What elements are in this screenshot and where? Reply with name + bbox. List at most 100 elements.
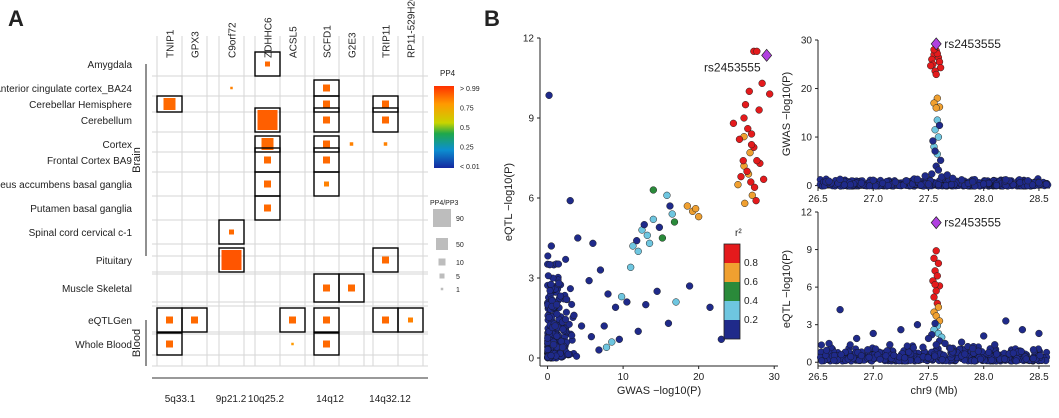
- background-point: [909, 344, 917, 352]
- data-point: [547, 242, 555, 250]
- data-point: [741, 199, 749, 207]
- ratio-key-square: [438, 258, 446, 266]
- cell-box: [313, 307, 340, 333]
- data-point: [546, 261, 554, 269]
- background-point: [544, 252, 552, 260]
- background-point: [559, 325, 567, 333]
- background-point: [903, 342, 911, 350]
- data-point: [585, 277, 593, 285]
- data-point: [753, 157, 761, 165]
- locus-label: 14q12: [316, 394, 344, 405]
- ratio-key-square: [440, 287, 444, 291]
- r2-swatch: [724, 320, 740, 339]
- background-point: [993, 350, 1001, 358]
- ratio-key-label: 10: [456, 260, 464, 267]
- data-point: [643, 231, 651, 239]
- data-point: [615, 335, 623, 343]
- data-point: [559, 343, 567, 351]
- background-point: [544, 272, 552, 280]
- gene-label: RP11-529H20.6: [407, 0, 418, 58]
- background-point: [568, 331, 576, 339]
- data-point: [649, 186, 657, 194]
- background-point: [980, 180, 988, 188]
- data-point: [747, 178, 755, 186]
- data-point: [658, 234, 667, 242]
- cell-box: [156, 95, 183, 113]
- background-point: [872, 345, 880, 353]
- cell-box: [313, 135, 340, 153]
- background-point: [1036, 352, 1044, 360]
- data-point: [729, 119, 738, 127]
- cell-square: [323, 100, 330, 108]
- data-point: [617, 293, 626, 301]
- data-point: [930, 254, 938, 262]
- data-point: [932, 312, 940, 320]
- lead-snp-marker: [930, 37, 942, 51]
- pp4-tick-label: 0.25: [460, 145, 474, 152]
- background-point: [931, 352, 939, 360]
- background-point: [817, 341, 825, 349]
- cell-box: [313, 332, 340, 356]
- x-tick-label: 28.0: [974, 194, 994, 205]
- data-point: [928, 170, 936, 178]
- cell-square: [383, 142, 388, 146]
- cell-square: [382, 100, 389, 108]
- cell-box: [338, 273, 365, 303]
- data-point: [551, 322, 559, 330]
- data-point: [570, 311, 578, 319]
- data-point: [587, 333, 596, 341]
- x-tick-label: 26.5: [808, 194, 828, 205]
- background-point: [544, 346, 552, 354]
- background-point: [884, 181, 892, 189]
- data-point: [596, 266, 605, 274]
- ratio-key-label: 90: [456, 216, 464, 223]
- locus-label: 14q32.12: [369, 394, 411, 405]
- data-point: [969, 344, 977, 353]
- data-point: [869, 329, 877, 338]
- cell-square: [163, 98, 176, 110]
- tissue-labels: Amygdala Anterior cingulate cortex_BA24 Ce…: [0, 60, 132, 351]
- cell-square: [257, 110, 278, 130]
- y-tick-label: 0: [528, 354, 534, 365]
- data-point: [634, 327, 642, 335]
- cell-square: [323, 156, 330, 164]
- y-tick-label: 0: [806, 181, 812, 192]
- cell-square: [265, 61, 270, 67]
- data-point: [934, 133, 943, 141]
- data-point: [741, 101, 750, 109]
- data-point: [935, 121, 944, 130]
- cell-box: [313, 171, 340, 197]
- background-point: [970, 357, 978, 365]
- lead-snp-label: rs2453555: [944, 216, 1001, 230]
- x-tick-label: 28.5: [1029, 194, 1049, 205]
- cell-square: [324, 181, 329, 187]
- gene-label: GPX3: [191, 31, 202, 58]
- cell-square: [264, 156, 271, 164]
- cell-box: [313, 95, 340, 113]
- gene-label: TNIP1: [166, 29, 177, 58]
- data-point: [931, 126, 939, 134]
- cell-box: [313, 107, 340, 133]
- y-tick-label: 12: [801, 208, 813, 219]
- cell-box: [279, 307, 306, 333]
- cell-square: [166, 340, 173, 348]
- background-point: [553, 310, 561, 318]
- background-point: [547, 280, 555, 288]
- r2-legend-title: r²: [735, 228, 742, 239]
- background-point: [1042, 180, 1050, 188]
- ratio-key-label: 5: [456, 274, 460, 281]
- cell-box: [372, 107, 399, 133]
- x-tick-label: 26.5: [808, 372, 828, 383]
- data-point: [919, 343, 927, 351]
- background-point: [924, 354, 932, 362]
- cell-square: [264, 204, 271, 212]
- r2-tick-label: 0.2: [744, 315, 758, 326]
- background-point: [830, 356, 838, 364]
- data-point: [545, 91, 553, 99]
- y-tick-label: 3: [528, 274, 534, 285]
- background-point: [565, 320, 573, 328]
- background-point: [566, 285, 574, 293]
- data-point: [663, 191, 671, 199]
- ratio-key-square: [433, 209, 451, 227]
- background-point: [865, 353, 873, 361]
